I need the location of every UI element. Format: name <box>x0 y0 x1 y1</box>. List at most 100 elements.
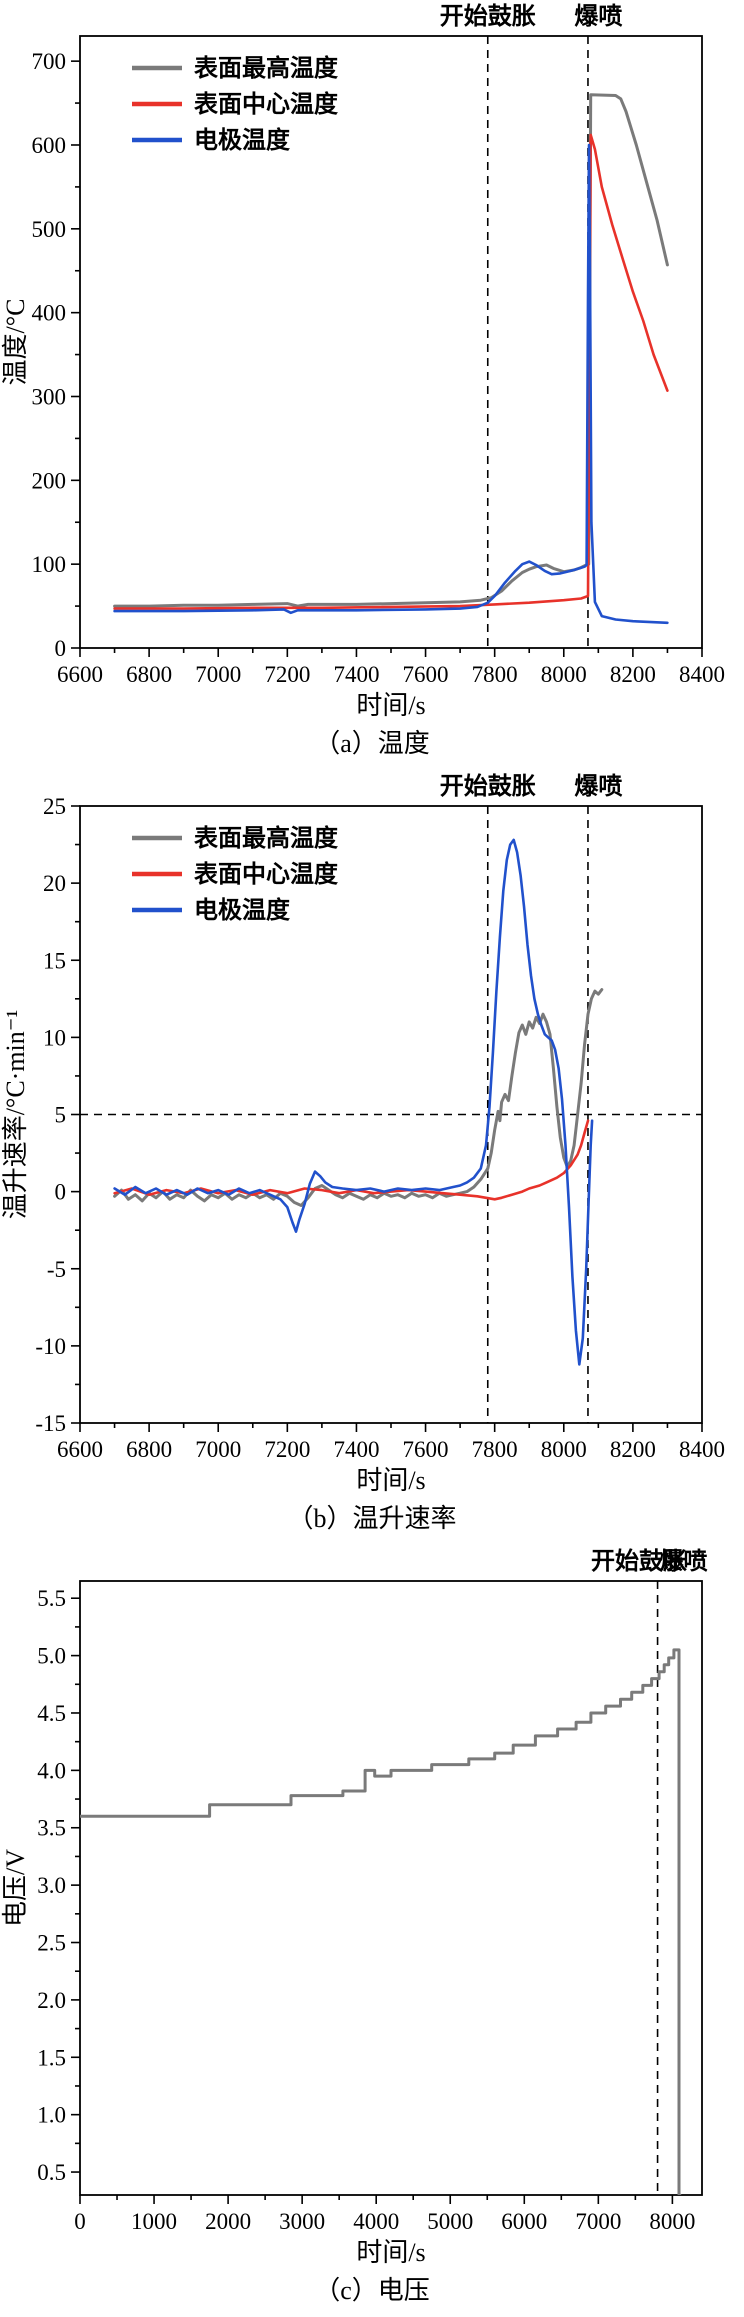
svg-text:6800: 6800 <box>126 662 172 687</box>
svg-text:0: 0 <box>55 1180 67 1205</box>
chart-c-caption: （c）电压 <box>314 2276 430 2305</box>
series-group <box>113 93 669 625</box>
x-axis-label: 时间/s <box>356 691 425 720</box>
svg-text:6000: 6000 <box>501 2209 547 2234</box>
annotation-0: 开始鼓胀 <box>440 3 536 30</box>
svg-text:6600: 6600 <box>57 662 103 687</box>
y-axis-label: 温升速率/°C·min⁻¹ <box>1 1010 30 1220</box>
series-surface-max-rate <box>113 988 604 1207</box>
svg-text:7600: 7600 <box>403 1437 449 1462</box>
svg-text:5.0: 5.0 <box>37 1644 66 1669</box>
svg-text:4.5: 4.5 <box>37 1701 66 1726</box>
svg-text:0: 0 <box>74 2209 86 2234</box>
svg-text:8200: 8200 <box>610 662 656 687</box>
chart-c-canvas: 0 1000 2000 3000 4000 5000 6000 7000 8000 0.5 1.0 1… <box>0 1545 744 2271</box>
svg-text:4000: 4000 <box>353 2209 399 2234</box>
svg-text:7000: 7000 <box>195 1437 241 1462</box>
series-electrode-rate <box>113 838 594 1366</box>
svg-text:6800: 6800 <box>126 1437 172 1462</box>
svg-text:15: 15 <box>43 948 66 973</box>
svg-text:3000: 3000 <box>279 2209 325 2234</box>
legend-label-surface-center-rate: 表面中心温度 <box>194 860 339 888</box>
svg-text:200: 200 <box>32 468 67 493</box>
chart-c-voltage: 0 1000 2000 3000 4000 5000 6000 7000 8000 0.5 1.0 1… <box>0 1545 744 2317</box>
svg-text:500: 500 <box>32 217 67 242</box>
svg-text:3.5: 3.5 <box>37 1816 66 1841</box>
series-cell-voltage <box>80 1648 682 2195</box>
svg-text:300: 300 <box>32 384 67 409</box>
svg-text:7600: 7600 <box>403 662 449 687</box>
annotation-0: 开始鼓胀 <box>440 773 536 800</box>
svg-text:7800: 7800 <box>472 1437 518 1462</box>
svg-text:7000: 7000 <box>195 662 241 687</box>
svg-text:8000: 8000 <box>541 662 587 687</box>
chart-b-caption: （b）温升速率 <box>287 1504 457 1533</box>
annotation-1: 爆喷 <box>574 773 622 800</box>
series-group <box>80 1648 682 2195</box>
svg-text:400: 400 <box>32 301 67 326</box>
series-electrode-temp <box>113 143 669 625</box>
annotation-1: 爆喷 <box>574 3 622 30</box>
svg-text:4.0: 4.0 <box>37 1758 66 1783</box>
annotation-0: 开始鼓胀 <box>591 1548 687 1575</box>
legend-label-electrode-temp: 电极温度 <box>194 126 291 154</box>
svg-text:700: 700 <box>32 49 67 74</box>
svg-text:7400: 7400 <box>333 1437 379 1462</box>
svg-text:-10: -10 <box>35 1334 66 1359</box>
svg-text:8400: 8400 <box>679 662 725 687</box>
series-surface-center-temp <box>113 133 669 610</box>
chart-a-canvas: 6600 6800 7000 7200 7400 7600 7800 8000 8200 8400… <box>0 0 744 724</box>
legend-label-surface-max-rate: 表面最高温度 <box>194 824 339 852</box>
svg-text:3.0: 3.0 <box>37 1873 66 1898</box>
svg-text:-15: -15 <box>35 1411 66 1436</box>
chart-a-caption: （a）温度 <box>314 729 430 758</box>
x-axis-label: 时间/s <box>356 1466 425 1495</box>
svg-text:10: 10 <box>43 1025 66 1050</box>
svg-text:5000: 5000 <box>427 2209 473 2234</box>
svg-text:2000: 2000 <box>205 2209 251 2234</box>
y-axis-label: 温度/°C <box>1 299 30 386</box>
svg-text:0: 0 <box>55 636 67 661</box>
series-group <box>113 838 604 1366</box>
svg-text:1000: 1000 <box>131 2209 177 2234</box>
svg-text:100: 100 <box>32 552 67 577</box>
series-surface-max-temp <box>113 93 669 608</box>
legend-label-electrode-rate: 电极温度 <box>194 896 291 924</box>
svg-text:7200: 7200 <box>264 1437 310 1462</box>
svg-text:7800: 7800 <box>472 662 518 687</box>
y-axis-label: 电压/V <box>1 1849 30 1927</box>
svg-text:25: 25 <box>43 794 66 819</box>
x-axis-label: 时间/s <box>356 2238 425 2267</box>
svg-text:20: 20 <box>43 871 66 896</box>
svg-text:7200: 7200 <box>264 662 310 687</box>
annotation-1: 爆喷 <box>659 1548 707 1575</box>
svg-text:7400: 7400 <box>333 662 379 687</box>
svg-text:5.5: 5.5 <box>37 1586 66 1611</box>
svg-text:7000: 7000 <box>575 2209 621 2234</box>
svg-text:6600: 6600 <box>57 1437 103 1462</box>
legend-label-surface-center-temp: 表面中心温度 <box>194 90 339 118</box>
axes-temperature-rise-rate: 6600 6800 7000 7200 7400 7600 7800 8000 8200 8400… <box>35 794 725 1462</box>
svg-text:2.0: 2.0 <box>37 1988 66 2013</box>
svg-text:0.5: 0.5 <box>37 2160 66 2185</box>
chart-b-temperature-rise-rate: 6600 6800 7000 7200 7400 7600 7800 8000 8200 8400… <box>0 770 744 1545</box>
svg-text:-5: -5 <box>47 1257 66 1282</box>
svg-text:8200: 8200 <box>610 1437 656 1462</box>
svg-text:5: 5 <box>55 1103 67 1128</box>
svg-text:1.0: 1.0 <box>37 2103 66 2128</box>
svg-text:8000: 8000 <box>541 1437 587 1462</box>
svg-text:2.5: 2.5 <box>37 1931 66 1956</box>
svg-text:600: 600 <box>32 133 67 158</box>
chart-a-temperature: 6600 6800 7000 7200 7400 7600 7800 8000 8200 8400… <box>0 0 744 770</box>
svg-text:1.5: 1.5 <box>37 2045 66 2070</box>
svg-text:8400: 8400 <box>679 1437 725 1462</box>
legend-label-surface-max-temp: 表面最高温度 <box>194 54 339 82</box>
svg-text:8000: 8000 <box>649 2209 695 2234</box>
chart-b-canvas: 6600 6800 7000 7200 7400 7600 7800 8000 8200 8400… <box>0 770 744 1499</box>
axes-voltage: 0 1000 2000 3000 4000 5000 6000 7000 8000 0.5 1.0 1… <box>37 1580 703 2234</box>
series-surface-center-rate <box>113 1119 590 1201</box>
axes-temperature: 6600 6800 7000 7200 7400 7600 7800 8000 8200 8400… <box>32 35 725 687</box>
